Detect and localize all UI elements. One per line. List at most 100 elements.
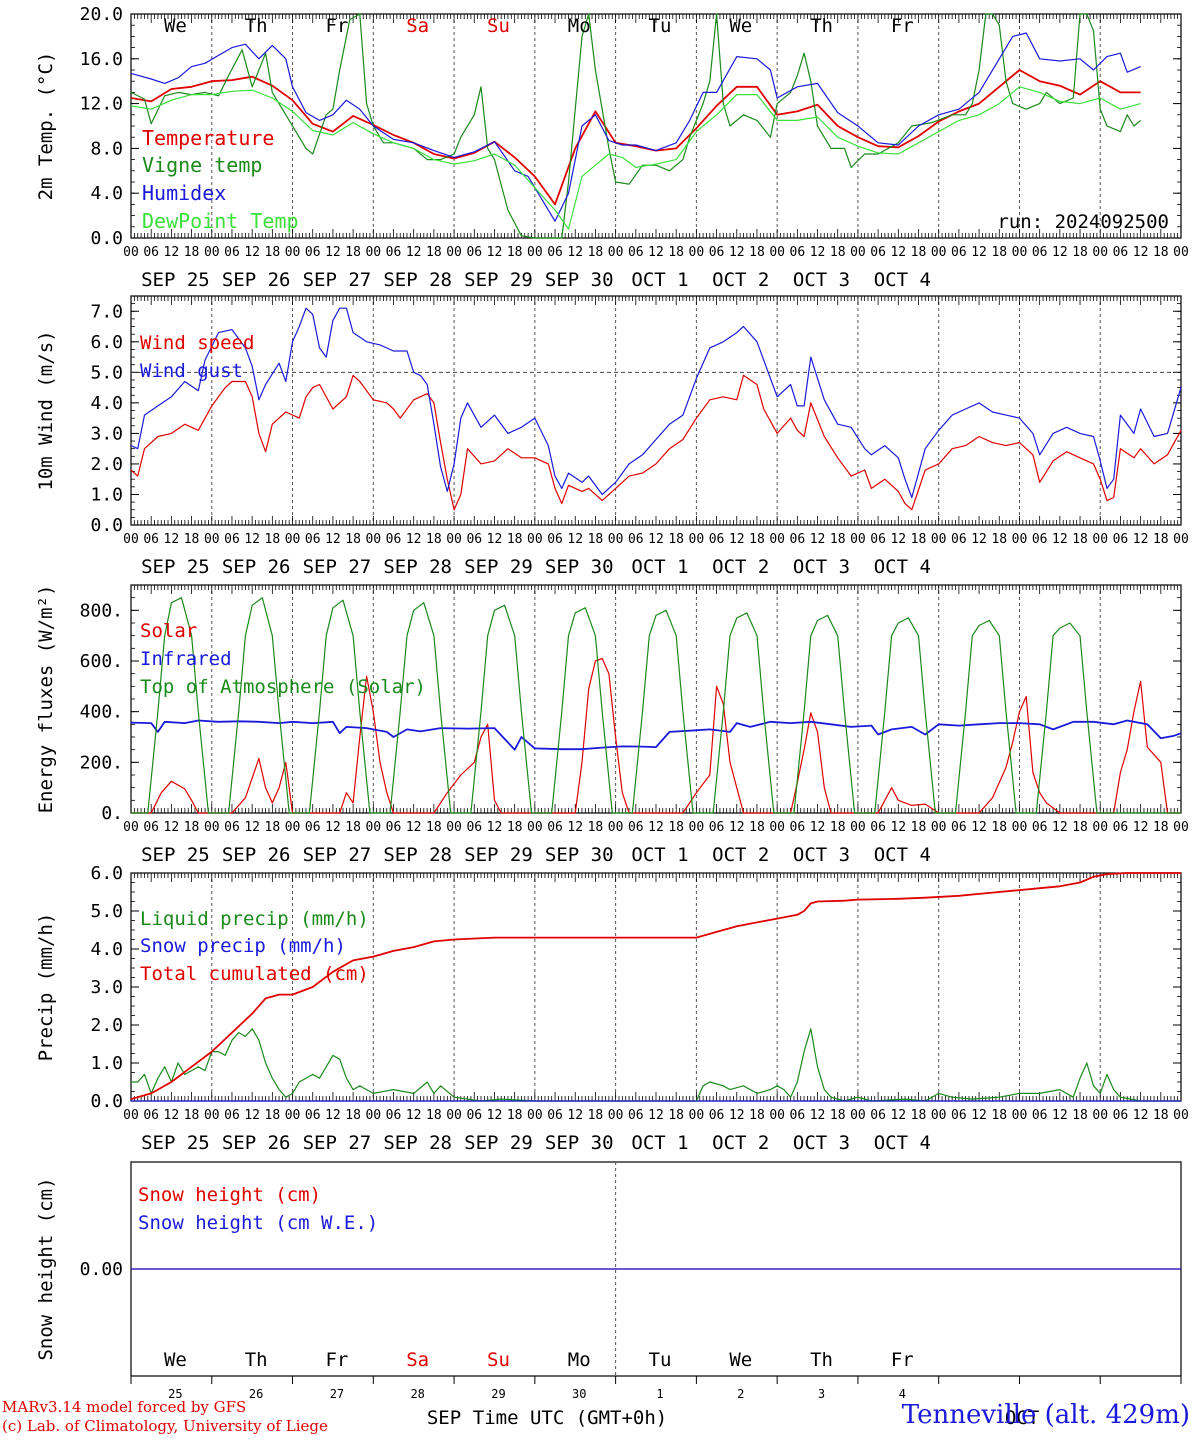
y-tick-label: 6.0 xyxy=(90,332,123,353)
y-tick-label: 5.0 xyxy=(90,901,123,922)
hour-tick-label: 06 xyxy=(547,820,563,835)
hour-tick-label: 12 xyxy=(810,1108,826,1123)
y-tick-label: 200. xyxy=(80,752,123,773)
hour-tick-label: 18 xyxy=(830,245,846,260)
hour-tick-label: 12 xyxy=(729,820,745,835)
weekday-label: Th xyxy=(245,15,268,37)
day-label: OCT 2 xyxy=(712,556,769,578)
hour-tick-label: 18 xyxy=(668,1108,684,1123)
y-tick-label: 1.0 xyxy=(90,1053,123,1074)
day-label: SEP 26 xyxy=(222,269,291,291)
hour-tick-label: 12 xyxy=(810,532,826,547)
series-line xyxy=(130,69,1141,206)
hour-tick-label: 00 xyxy=(365,245,381,260)
hour-tick-label: 18 xyxy=(911,820,927,835)
hour-tick-label: 12 xyxy=(729,1108,745,1123)
y-axis-title: 10m Wind (m/s) xyxy=(35,330,57,490)
hour-tick-label: 00 xyxy=(1012,820,1028,835)
hour-tick-label: 18 xyxy=(507,245,523,260)
y-tick-label: 3.0 xyxy=(90,423,123,444)
hour-tick-label: 18 xyxy=(911,532,927,547)
panel-temperature: 00 06 12 18 00 06 12 18 00 06 12 18 00 06 12 18 00 06 12 18… xyxy=(35,4,1189,291)
hour-tick-label: 12 xyxy=(325,1108,341,1123)
hour-tick-label: 00 xyxy=(689,245,705,260)
day-label: SEP 29 xyxy=(464,556,533,578)
panel-energy: 00 06 12 18 00 06 12 18 00 06 12 18 00 06 12 18 00 06 12 18… xyxy=(35,584,1189,866)
day-label: OCT 1 xyxy=(631,1132,688,1154)
hour-tick-label: 00 xyxy=(689,532,705,547)
hour-tick-label: 06 xyxy=(709,820,725,835)
hour-tick-label: 18 xyxy=(1153,532,1169,547)
hour-tick-label: 12 xyxy=(1052,820,1068,835)
y-tick-label: 600. xyxy=(80,651,123,672)
hour-tick-label: 00 xyxy=(1173,820,1189,835)
weekday-label: We xyxy=(729,15,752,37)
legend-entry: Infrared xyxy=(140,648,232,670)
hour-tick-label: 00 xyxy=(1173,532,1189,547)
day-label: SEP 30 xyxy=(545,556,614,578)
hour-tick-label: 06 xyxy=(224,820,240,835)
hour-tick-label: 00 xyxy=(285,245,301,260)
hour-tick-label: 18 xyxy=(911,1108,927,1123)
hour-tick-label: 18 xyxy=(991,532,1007,547)
series-line xyxy=(130,307,1182,499)
hour-tick-label: 18 xyxy=(345,532,361,547)
day-label: SEP 30 xyxy=(545,1132,614,1154)
hour-tick-label: 18 xyxy=(991,1108,1007,1123)
hour-tick-label: 06 xyxy=(386,1108,402,1123)
day-label: OCT 4 xyxy=(874,844,931,866)
hour-tick-label: 06 xyxy=(628,245,644,260)
hour-tick-label: 12 xyxy=(567,820,583,835)
weekday-label: Su xyxy=(487,1349,510,1371)
hour-tick-label: 00 xyxy=(931,820,947,835)
hour-tick-label: 18 xyxy=(1153,820,1169,835)
weekday-label: Fr xyxy=(325,1349,348,1371)
hour-tick-label: 18 xyxy=(588,1108,604,1123)
run-label: run: 2024092500 xyxy=(997,211,1169,233)
day-number-label: 3 xyxy=(818,1387,825,1401)
hour-tick-label: 00 xyxy=(769,245,785,260)
day-label: SEP 29 xyxy=(464,844,533,866)
hour-tick-label: 18 xyxy=(911,245,927,260)
hour-tick-label: 12 xyxy=(1133,245,1149,260)
hour-tick-label: 18 xyxy=(426,245,442,260)
hour-tick-label: 06 xyxy=(870,820,886,835)
weekday-label: Mo xyxy=(568,1349,591,1371)
hour-tick-label: 06 xyxy=(143,532,159,547)
day-label: OCT 4 xyxy=(874,556,931,578)
hour-tick-label: 18 xyxy=(749,245,765,260)
hour-tick-label: 12 xyxy=(487,1108,503,1123)
hour-tick-label: 18 xyxy=(184,820,200,835)
plot-frame xyxy=(130,295,1182,526)
y-tick-label: 3.0 xyxy=(90,977,123,998)
hour-tick-label: 00 xyxy=(204,245,220,260)
hour-tick-label: 18 xyxy=(991,820,1007,835)
legend-entry: Temperature xyxy=(142,126,274,150)
hour-tick-label: 00 xyxy=(850,245,866,260)
hour-tick-label: 18 xyxy=(1072,820,1088,835)
y-tick-label: 4.0 xyxy=(90,939,123,960)
hour-tick-label: 18 xyxy=(265,245,281,260)
y-tick-label: 5.0 xyxy=(90,362,123,383)
weekday-label: We xyxy=(164,15,187,37)
series-line xyxy=(130,13,1141,239)
hour-tick-label: 12 xyxy=(325,820,341,835)
hour-tick-label: 18 xyxy=(588,245,604,260)
y-tick-label: 2.0 xyxy=(90,1015,123,1036)
day-label: SEP 26 xyxy=(222,1132,291,1154)
hour-tick-label: 00 xyxy=(850,1108,866,1123)
hour-tick-label: 12 xyxy=(244,245,260,260)
day-number-label: 28 xyxy=(410,1387,424,1401)
weekday-label: Tu xyxy=(649,1349,672,1371)
weekday-label: We xyxy=(164,1349,187,1371)
hour-tick-label: 18 xyxy=(830,820,846,835)
day-label: SEP 28 xyxy=(383,1132,452,1154)
legend-entry: Humidex xyxy=(142,181,226,205)
day-number-label: 2 xyxy=(737,1387,744,1401)
hour-tick-label: 12 xyxy=(648,532,664,547)
panel-precip: 00 06 12 18 00 06 12 18 00 06 12 18 00 06 12 18 00 06 12 18… xyxy=(35,863,1189,1154)
y-tick-label: 0.0 xyxy=(90,228,123,249)
day-label: OCT 2 xyxy=(712,844,769,866)
hour-tick-label: 12 xyxy=(729,245,745,260)
hour-tick-label: 00 xyxy=(365,820,381,835)
